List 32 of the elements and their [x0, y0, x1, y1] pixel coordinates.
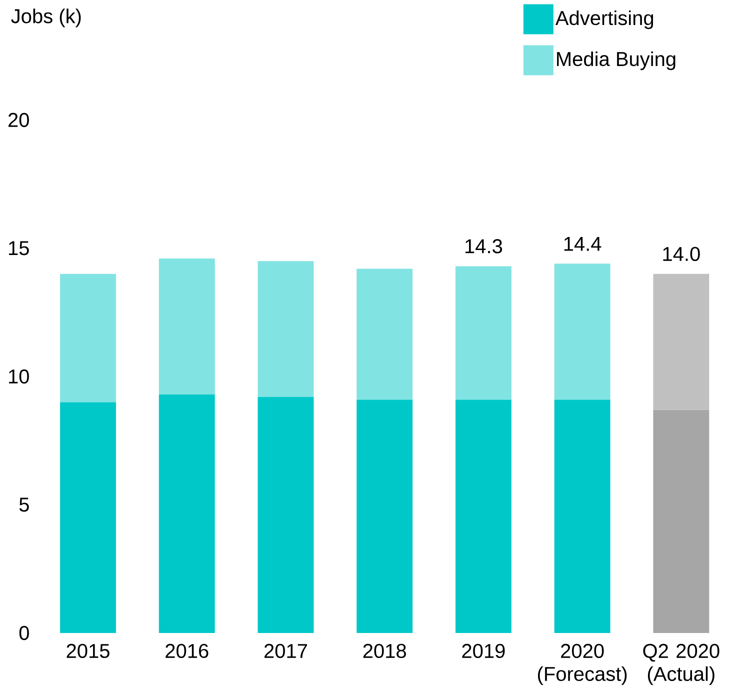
total-label: 14.3	[466, 239, 502, 254]
bar	[60, 274, 116, 402]
y-axis-title: Jobs (k)	[11, 8, 81, 28]
x-tick-label: 2019	[462, 644, 505, 658]
x-tick-label: 2018	[363, 644, 406, 658]
y-tick-label: 5	[19, 498, 29, 512]
x-tick-label: 2015	[66, 644, 110, 658]
x-tick-label: 2020 (Forecast)	[538, 644, 627, 685]
bar	[158, 394, 215, 633]
y-tick-label: 15	[9, 241, 29, 256]
bar	[554, 264, 610, 400]
total-label: 14.0	[663, 246, 700, 262]
legend-label: Media Buying	[557, 51, 676, 70]
total-label: 14.4	[564, 237, 602, 251]
bar	[258, 261, 314, 398]
legend-label: Advertising	[555, 10, 654, 30]
y-tick-label: 0	[19, 626, 29, 640]
bar	[455, 266, 512, 400]
bar	[356, 400, 413, 633]
bar	[158, 258, 215, 394]
bar	[60, 402, 116, 633]
x-tick-label: 2017	[264, 644, 307, 658]
bar	[455, 400, 512, 633]
x-tick-label: 2016	[166, 644, 208, 658]
x-tick-label: Q2 2020 (Actual)	[643, 644, 720, 685]
bar	[258, 397, 314, 633]
bar	[653, 410, 710, 633]
bar	[356, 268, 413, 400]
y-tick-label: 10	[9, 369, 29, 384]
bar	[653, 274, 710, 410]
bar	[554, 400, 610, 633]
y-tick-label: 20	[8, 112, 29, 128]
